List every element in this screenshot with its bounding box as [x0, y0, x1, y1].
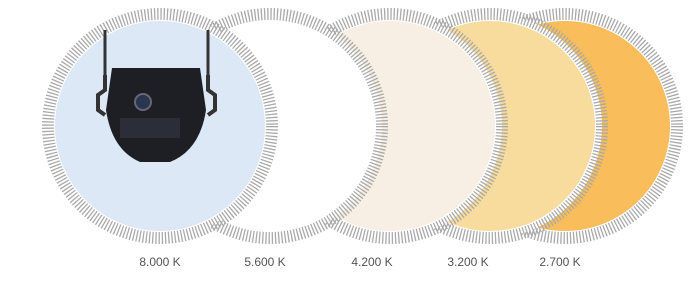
color-temperature-scale: 8.000 K 5.600 K 4.200 K 3.200 K 2.700 K: [0, 0, 695, 287]
temperature-label: 4.200 K: [351, 255, 392, 269]
temperature-label: 8.000 K: [139, 255, 180, 269]
temperature-label: 3.200 K: [447, 255, 488, 269]
temperature-label: 5.600 K: [244, 255, 285, 269]
labels: 8.000 K 5.600 K 4.200 K 3.200 K 2.700 K: [139, 255, 580, 269]
temperature-label: 2.700 K: [539, 255, 580, 269]
